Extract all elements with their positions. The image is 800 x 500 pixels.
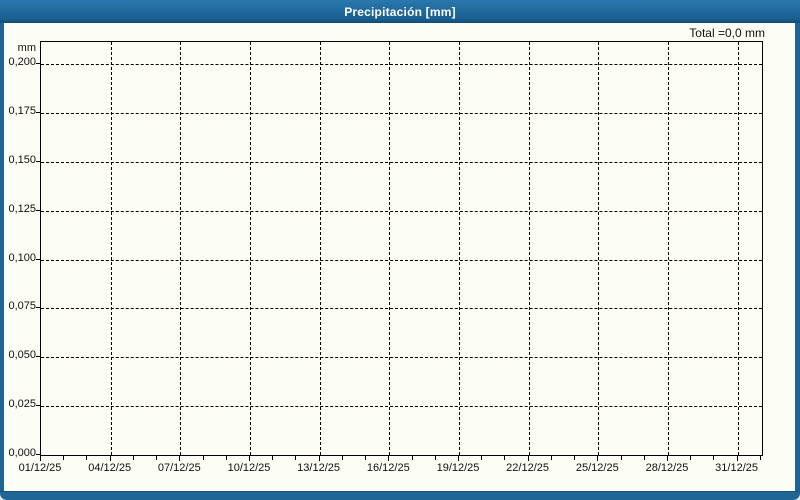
- y-gridline: [41, 64, 762, 66]
- x-gridline: [319, 42, 321, 455]
- x-axis-major-tick: [109, 456, 111, 461]
- y-tick-label: 0,050: [8, 349, 36, 362]
- window-title: Precipitación [mm]: [344, 4, 456, 19]
- y-gridline: [41, 113, 762, 114]
- plot-area: [40, 41, 763, 456]
- x-axis-major-tick: [179, 456, 181, 461]
- x-axis-minor-tick: [643, 456, 645, 460]
- x-axis-major-tick: [40, 456, 41, 461]
- x-axis-minor-tick: [272, 456, 274, 460]
- x-axis-major-tick: [458, 456, 459, 461]
- x-gridline: [737, 42, 739, 455]
- y-axis-labels: 0,000 0,025 0,050 0,075 0,100 0,125 0,150 0,175…: [0, 41, 36, 459]
- x-gridline: [668, 42, 669, 455]
- x-axis-minor-tick: [365, 456, 367, 460]
- y-axis-tick: [36, 111, 40, 113]
- x-axis-minor-tick: [341, 456, 343, 460]
- y-gridline: [41, 161, 762, 163]
- y-tick-label: 0,075: [8, 300, 36, 313]
- x-tick-label: 22/12/25: [506, 462, 549, 474]
- window-frame-right: [795, 23, 800, 500]
- x-tick-label: 07/12/25: [157, 462, 201, 474]
- x-gridline: [250, 42, 251, 455]
- y-axis-tick: [36, 63, 40, 65]
- y-tick-label: 0,000: [8, 447, 36, 459]
- y-tick-label: 0,150: [8, 153, 36, 166]
- y-gridline: [41, 259, 762, 261]
- x-axis-minor-tick: [690, 456, 692, 460]
- y-gridline: [41, 406, 762, 408]
- x-axis-minor-tick: [411, 456, 413, 460]
- x-axis-minor-tick: [574, 456, 576, 460]
- x-gridline: [389, 42, 391, 455]
- x-tick-label: 31/12/25: [715, 462, 758, 474]
- y-axis-tick: [36, 160, 40, 162]
- x-gridline: [180, 42, 182, 455]
- titlebar: Precipitación [mm]: [0, 0, 800, 23]
- x-tick-label: 10/12/25: [227, 462, 271, 474]
- x-axis-major-tick: [597, 456, 599, 461]
- y-tick-label: 0,175: [8, 104, 36, 117]
- y-tick-label: 0,100: [8, 251, 36, 264]
- x-axis-minor-tick: [620, 456, 622, 460]
- y-axis-tick: [36, 356, 40, 358]
- y-gridline: [41, 357, 762, 359]
- y-gridline: [41, 210, 762, 212]
- x-tick-label: 16/12/25: [366, 462, 410, 474]
- x-gridline: [459, 42, 460, 455]
- x-axis-minor-tick: [713, 456, 715, 460]
- window-frame-bottom: [0, 491, 800, 500]
- x-gridline: [528, 42, 530, 455]
- y-axis-tick: [36, 307, 40, 309]
- x-axis-minor-tick: [550, 456, 552, 460]
- y-axis-tick: [36, 258, 40, 260]
- x-axis-minor-tick: [225, 456, 227, 460]
- x-axis-minor-tick: [481, 456, 483, 460]
- window-frame-left: [0, 23, 4, 500]
- x-axis-minor-tick: [132, 456, 134, 460]
- x-axis-major-tick: [388, 456, 390, 461]
- x-axis-minor-tick: [295, 456, 297, 460]
- x-gridline: [598, 42, 600, 455]
- total-value-label: Total =0,0 mm: [689, 26, 765, 40]
- y-tick-label: 0,200: [8, 56, 36, 69]
- x-axis-major-tick: [318, 456, 320, 461]
- y-axis-tick: [36, 405, 40, 407]
- x-axis-major-tick: [527, 456, 529, 461]
- x-axis-major-tick: [736, 456, 738, 461]
- x-tick-label: 25/12/25: [575, 462, 619, 474]
- x-gridline: [110, 42, 112, 455]
- x-tick-label: 28/12/25: [645, 462, 689, 474]
- y-axis-tick: [36, 454, 40, 455]
- x-axis-major-tick: [249, 456, 250, 461]
- x-axis-minor-tick: [156, 456, 158, 460]
- x-axis-labels: 01/12/25 04/12/25 07/12/25 10/12/25 13/12/25…: [19, 462, 762, 477]
- y-tick-label: 0,125: [8, 202, 36, 215]
- x-axis-major-tick: [667, 456, 668, 461]
- x-axis-minor-tick: [504, 456, 506, 460]
- y-tick-label: 0,025: [8, 398, 36, 411]
- x-axis-minor-tick: [86, 456, 88, 460]
- y-gridline: [41, 308, 762, 310]
- y-axis-tick: [36, 209, 40, 211]
- x-tick-label: 13/12/25: [297, 462, 340, 474]
- y-axis-unit-label: mm: [17, 42, 36, 54]
- x-axis-minor-tick: [434, 456, 436, 460]
- x-axis-minor-tick: [63, 456, 65, 460]
- x-tick-label: 04/12/25: [88, 462, 132, 474]
- x-tick-label: 01/12/25: [18, 462, 62, 474]
- x-axis-minor-tick: [759, 456, 761, 460]
- x-axis-minor-tick: [202, 456, 204, 460]
- x-tick-label: 19/12/25: [436, 462, 480, 474]
